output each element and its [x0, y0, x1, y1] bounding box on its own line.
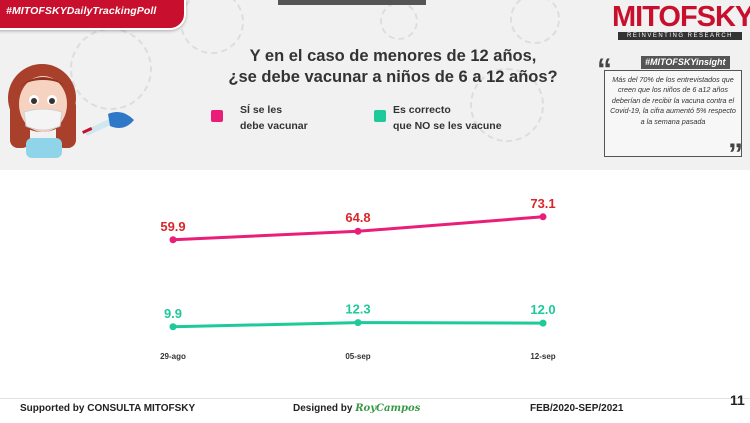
- footer-date-range: FEB/2020-SEP/2021: [530, 403, 624, 414]
- insight-text: Más del 70% de los entrevistados que cre…: [610, 75, 736, 126]
- legend-label-yes: SÍ se les debe vacunar: [240, 104, 308, 132]
- x-tick-label-1: 05-sep: [345, 352, 370, 361]
- chart-area: [0, 170, 750, 398]
- logo-word: MITOFSKY: [612, 1, 750, 33]
- virus-decoration-icon: [510, 0, 560, 44]
- close-quote-icon: ”: [728, 138, 743, 171]
- top-divider: [278, 0, 426, 5]
- title-line-1: Y en el caso de menores de 12 años,: [249, 47, 537, 65]
- hashtag-banner: #MITOFSKYDailyTrackingPoll: [0, 0, 186, 30]
- page-title: Y en el caso de menores de 12 años, ¿se …: [218, 46, 568, 88]
- page-number: 11: [730, 392, 745, 408]
- virus-decoration-icon: [470, 68, 544, 142]
- line-chart: 59.9 64.8 73.1 9.9 12.3 12.0 29-ago 05-sep 12-se…: [160, 196, 556, 361]
- data-point-1-2: [539, 319, 547, 327]
- hashtag-text: #MITOFSKYDailyTrackingPoll: [6, 5, 157, 17]
- title-line-2: ¿se debe vacunar a niños de 6 a 12 años?: [228, 68, 558, 86]
- legend-label-no: Es correcto que NO se les vacune: [393, 104, 502, 132]
- data-point-0-1: [354, 227, 362, 235]
- legend-swatch-no: [374, 110, 386, 122]
- data-point-0-0: [169, 236, 177, 244]
- data-point-1-0: [169, 323, 177, 331]
- insight-box: Más del 70% de los entrevistados que cre…: [604, 70, 742, 157]
- footer-area: [0, 398, 750, 423]
- data-label-0-2: 73.1: [530, 196, 555, 211]
- data-label-0-0: 59.9: [160, 219, 185, 234]
- designer-signature: RoyCampos: [355, 403, 421, 414]
- virus-decoration-icon: [380, 2, 418, 40]
- child-avatar-icon: [8, 64, 134, 158]
- logo-tagline: REINVENTING RESEARCH: [618, 32, 742, 40]
- data-label-1-1: 12.3: [345, 302, 370, 317]
- legend-swatch-yes: [211, 110, 223, 122]
- insight-tag: #MITOFSKYinsight: [641, 56, 730, 69]
- data-point-1-1: [354, 319, 362, 327]
- virus-decoration-icon: [180, 0, 244, 54]
- x-tick-label-2: 12-sep: [530, 352, 555, 361]
- data-label-0-1: 64.8: [345, 210, 370, 225]
- footer-designed-by: Designed by RoyCampos: [293, 403, 421, 414]
- x-tick-label-0: 29-ago: [160, 352, 186, 361]
- data-point-0-2: [539, 213, 547, 221]
- footer-supported-by: Supported by CONSULTA MITOFSKY: [20, 403, 196, 414]
- data-label-1-2: 12.0: [530, 302, 555, 317]
- data-label-1-0: 9.9: [164, 306, 182, 321]
